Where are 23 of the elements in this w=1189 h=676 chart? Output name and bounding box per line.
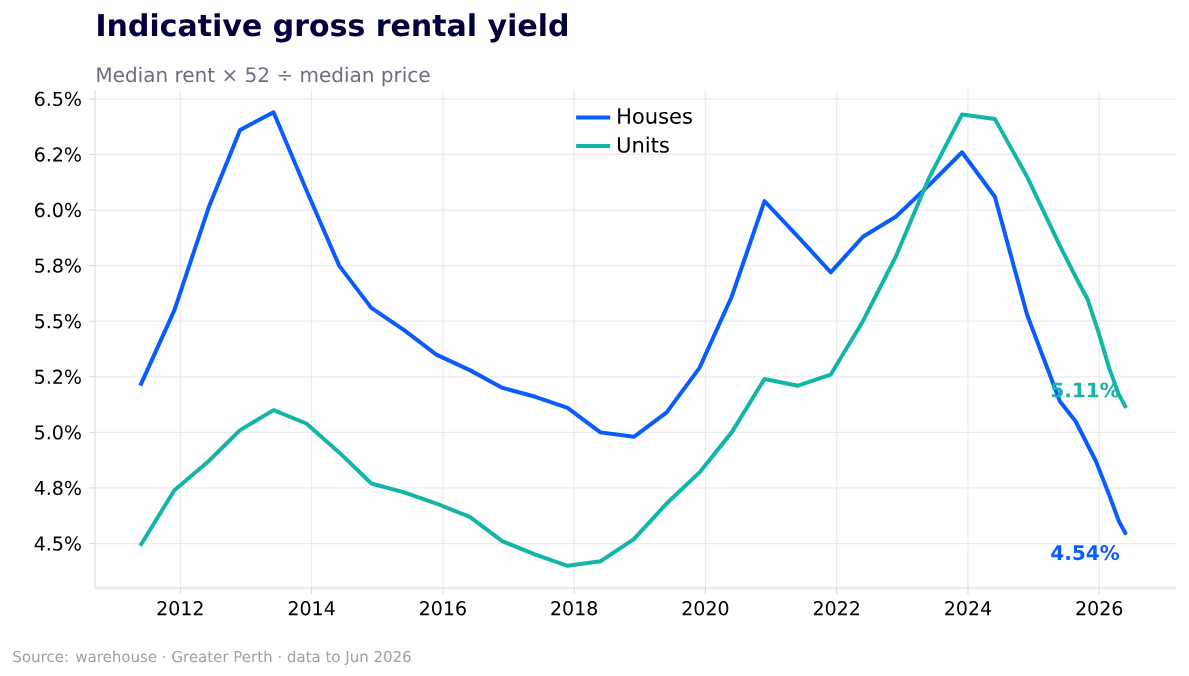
chart-subtitle: Median rent × 52 ÷ median price: [97, 66, 430, 87]
source-note: Source: warehouse · Greater Perth · data to Jun 2026: [13, 650, 411, 665]
x-tick-label: 2022: [813, 601, 859, 616]
legend-label: Units: [617, 136, 669, 153]
y-tick-label: 6.0%: [35, 202, 81, 218]
y-tick-label: 6.2%: [35, 147, 81, 162]
y-tick-label: 5.5%: [35, 314, 81, 329]
y-tick-label: 4.5%: [34, 536, 81, 551]
y-tick-label: 4.8%: [34, 480, 81, 496]
y-tick-label: 5.0%: [35, 425, 81, 440]
chart-title: Indicative gross rental yield: [98, 13, 567, 43]
y-tick-label: 6.5%: [35, 91, 81, 107]
x-tick-label: 2020: [682, 601, 729, 616]
x-tick-label: 2024: [945, 601, 992, 616]
x-tick-label: 2012: [157, 601, 203, 616]
x-tick-label: 2026: [1076, 601, 1123, 616]
x-tick-label: 2016: [420, 601, 466, 616]
y-tick-label: 5.8%: [35, 258, 81, 273]
x-tick-label: 2018: [551, 601, 597, 616]
x-tick-label: 2014: [288, 601, 335, 616]
y-tick-label: 5.2%: [35, 369, 81, 384]
annotation: 4.54%: [1051, 545, 1120, 561]
legend-label: Houses: [618, 108, 692, 124]
